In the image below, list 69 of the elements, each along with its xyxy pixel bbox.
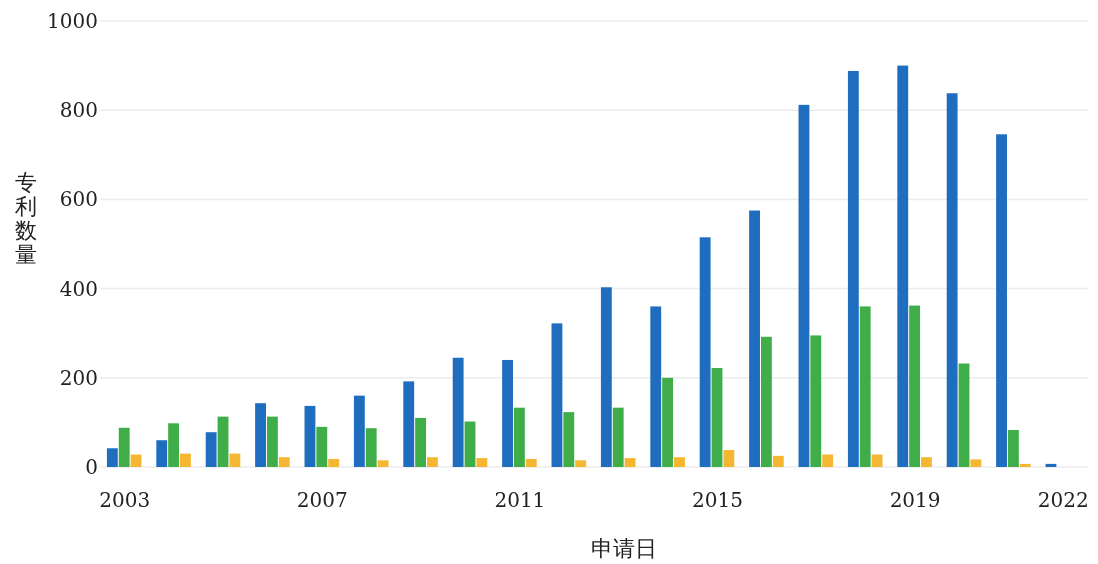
x-tick-label: 2015 bbox=[692, 488, 743, 512]
bar bbox=[476, 458, 488, 467]
bar bbox=[377, 460, 389, 467]
bar bbox=[452, 357, 464, 467]
bar bbox=[612, 407, 624, 467]
bar bbox=[106, 448, 118, 467]
bar bbox=[217, 416, 229, 467]
bar bbox=[958, 363, 970, 467]
x-tick-label: 2003 bbox=[99, 488, 151, 512]
bar bbox=[575, 460, 587, 467]
bar bbox=[353, 395, 365, 467]
bar bbox=[600, 287, 612, 467]
bar bbox=[156, 440, 168, 467]
bar bbox=[921, 457, 932, 467]
bar bbox=[711, 367, 723, 467]
bar bbox=[415, 417, 427, 467]
bar bbox=[464, 421, 476, 467]
bar bbox=[563, 412, 575, 467]
y-axis-title: 专利数量 bbox=[15, 170, 37, 267]
y-tick-label: 200 bbox=[59, 365, 98, 390]
bar bbox=[365, 428, 377, 467]
x-tick-label: 2022 bbox=[1037, 488, 1089, 512]
bar bbox=[624, 458, 636, 467]
y-tick-label: 800 bbox=[59, 98, 98, 123]
bar bbox=[551, 323, 563, 467]
y-tick-label: 600 bbox=[59, 187, 98, 212]
bar bbox=[859, 306, 871, 467]
y-tick-label: 400 bbox=[59, 276, 98, 301]
bar bbox=[1019, 463, 1031, 467]
bar bbox=[316, 426, 328, 467]
bar bbox=[255, 403, 266, 467]
bar bbox=[946, 93, 958, 467]
bar bbox=[650, 306, 662, 467]
bar bbox=[909, 305, 921, 467]
bar bbox=[822, 454, 834, 467]
bar bbox=[996, 134, 1007, 467]
bar bbox=[403, 381, 415, 467]
bar bbox=[229, 453, 241, 467]
x-tick-label: 2011 bbox=[494, 488, 546, 512]
bar bbox=[266, 416, 278, 467]
bar bbox=[180, 453, 191, 467]
bar bbox=[513, 407, 525, 467]
y-tick-label: 0 bbox=[85, 455, 98, 479]
bar bbox=[760, 336, 772, 467]
x-tick-label: 2019 bbox=[889, 488, 941, 512]
bar bbox=[798, 104, 810, 467]
bar bbox=[328, 458, 340, 467]
y-tick-label: 1000 bbox=[47, 9, 98, 33]
bar bbox=[502, 359, 513, 467]
x-axis-title: 申请日 bbox=[591, 536, 657, 561]
bar bbox=[205, 432, 217, 467]
bar bbox=[847, 70, 859, 467]
bar bbox=[118, 427, 130, 467]
bar bbox=[662, 377, 674, 467]
bar bbox=[699, 237, 711, 467]
bar bbox=[1007, 429, 1019, 467]
bar bbox=[749, 210, 760, 467]
bar bbox=[278, 457, 290, 467]
bar bbox=[674, 457, 685, 467]
x-tick-label: 2007 bbox=[296, 488, 348, 512]
bar bbox=[810, 335, 822, 467]
bar bbox=[304, 405, 316, 467]
bar bbox=[970, 459, 982, 467]
bar bbox=[168, 423, 180, 467]
bar bbox=[525, 458, 537, 467]
bar bbox=[427, 457, 438, 467]
bar bbox=[897, 65, 909, 467]
bar bbox=[723, 450, 735, 467]
bar bbox=[772, 455, 784, 467]
